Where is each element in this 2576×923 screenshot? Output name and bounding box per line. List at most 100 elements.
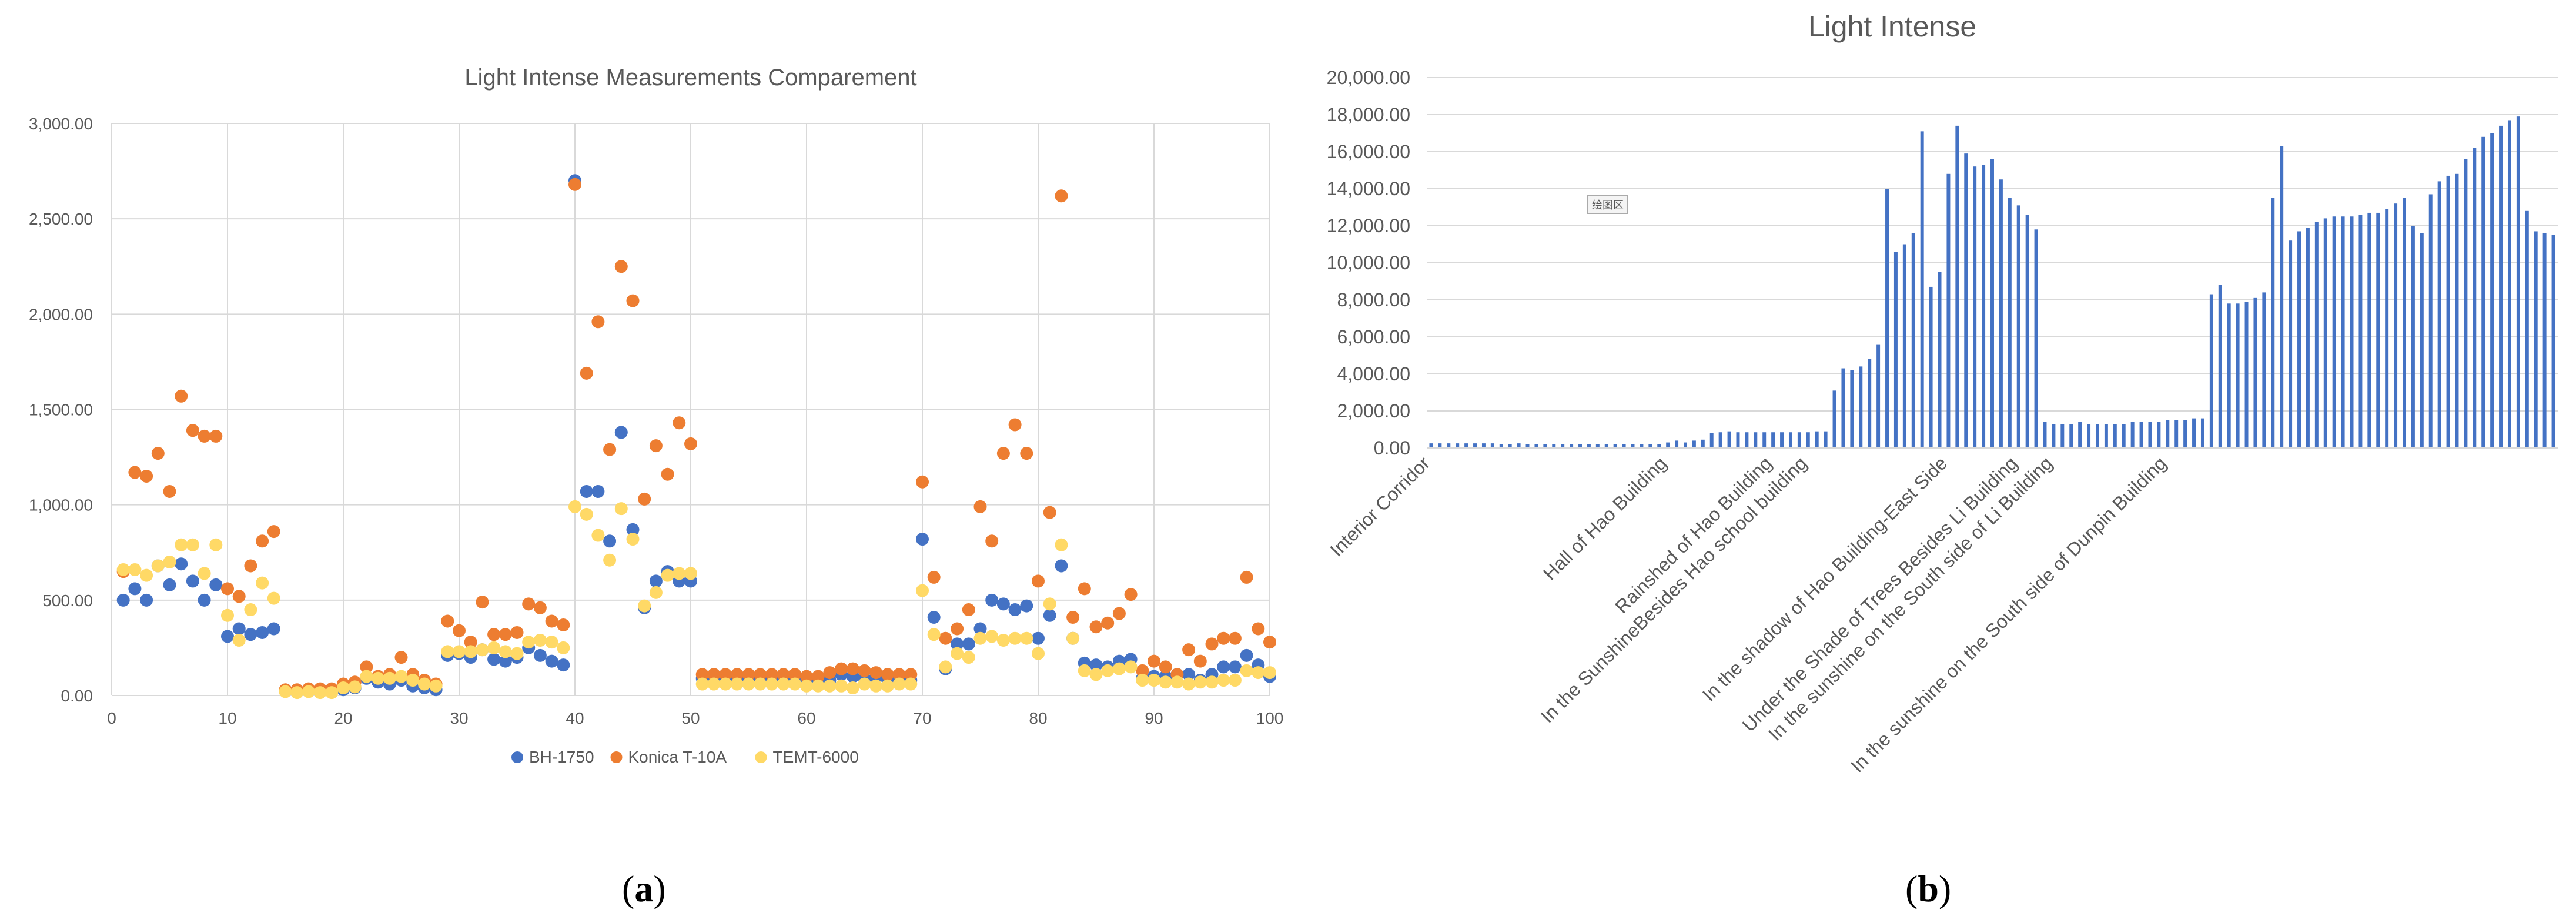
bar (1578, 444, 1582, 448)
y-tick-label: 1,000.00 (29, 496, 93, 514)
data-point (1008, 418, 1022, 432)
bar (1525, 444, 1530, 448)
bar (2507, 120, 2511, 448)
data-point (1240, 648, 1253, 662)
data-point (904, 677, 918, 691)
legend-marker (511, 751, 523, 763)
data-point (1124, 660, 1138, 674)
data-point (707, 668, 721, 681)
data-point (742, 668, 755, 681)
bar (1727, 431, 1731, 448)
data-point (951, 637, 964, 651)
data-point (730, 677, 744, 691)
data-point (279, 685, 292, 698)
data-point (916, 533, 929, 546)
bar (1788, 432, 1792, 448)
data-point (881, 668, 894, 681)
bar (2280, 146, 2284, 449)
y-tick-label: 0.00 (1374, 437, 1410, 459)
scatter-chart: Light Intense Measurements Comparement 0.… (29, 65, 1284, 766)
data-point (163, 578, 176, 591)
data-point (1101, 664, 1115, 677)
data-point (302, 685, 315, 698)
data-point (499, 645, 512, 658)
bar (1771, 432, 1775, 448)
data-point (1020, 631, 1033, 645)
data-point (209, 429, 223, 443)
data-point (290, 686, 304, 700)
bar (1929, 286, 1933, 448)
data-point (1228, 660, 1242, 674)
bar (2174, 420, 2179, 448)
bar (1631, 444, 1635, 448)
bar (1815, 431, 1819, 448)
data-point (1032, 631, 1045, 645)
bar (1745, 432, 1749, 448)
data-point (835, 679, 848, 693)
data-point (1217, 660, 1230, 674)
y-tick-label: 16,000.00 (1327, 141, 1410, 162)
data-point (661, 467, 674, 481)
legend-marker (610, 751, 623, 763)
data-point (858, 677, 871, 691)
data-point (649, 574, 663, 588)
y-tick-label: 20,000.00 (1327, 67, 1410, 88)
bar-series (1429, 116, 2555, 449)
data-point (638, 599, 651, 613)
bar (2481, 136, 2485, 449)
bar (1675, 440, 1679, 448)
y-tick-label: 1,500.00 (29, 401, 93, 419)
data-point (892, 668, 906, 681)
bar (2148, 422, 2152, 448)
data-point (1020, 447, 1033, 460)
bar (1657, 444, 1661, 448)
data-point (545, 614, 558, 628)
bar (1885, 189, 1889, 448)
data-point (962, 603, 975, 617)
data-point (1136, 674, 1149, 687)
data-point (823, 666, 837, 680)
bar (1780, 432, 1784, 448)
data-point (985, 630, 999, 643)
data-point (348, 680, 362, 694)
data-point (996, 633, 1010, 647)
data-point (580, 484, 593, 498)
bar (2437, 181, 2441, 448)
bar (2113, 424, 2117, 448)
bar (1946, 173, 1951, 448)
bar (2069, 424, 2073, 448)
bar-chart: Light Intense 0.00 2,000.00 4,000.00 6,000.0… (1326, 10, 2558, 777)
bar (2341, 216, 2345, 448)
data-point (499, 654, 512, 668)
data-point (973, 631, 987, 645)
data-point (186, 424, 199, 437)
bar (2411, 226, 2415, 448)
data-point (533, 648, 547, 662)
data-point (707, 677, 721, 691)
x-tick-label: 80 (1029, 709, 1047, 727)
data-point (1159, 675, 1172, 689)
bar (1447, 443, 1451, 448)
x-category-label: In the SunshineBesides Hao school buildi… (1537, 452, 1811, 727)
bar (1561, 444, 1565, 448)
x-tick-label: 40 (566, 709, 584, 727)
data-point (198, 567, 211, 580)
data-point (1252, 666, 1265, 680)
data-point (985, 534, 999, 548)
data-point (1089, 620, 1103, 634)
x-tick-label: 100 (1256, 709, 1284, 727)
bar (1517, 443, 1521, 448)
data-point (453, 624, 466, 637)
data-point (754, 677, 767, 691)
data-point (487, 628, 501, 641)
data-point (406, 674, 420, 687)
data-point (557, 618, 570, 631)
data-point (372, 671, 385, 685)
bar (2236, 303, 2240, 448)
data-point (580, 366, 593, 380)
data-point (1240, 570, 1253, 584)
data-point (1252, 622, 1265, 636)
bar (2130, 422, 2135, 448)
bar (2262, 292, 2266, 448)
data-point (244, 603, 257, 617)
